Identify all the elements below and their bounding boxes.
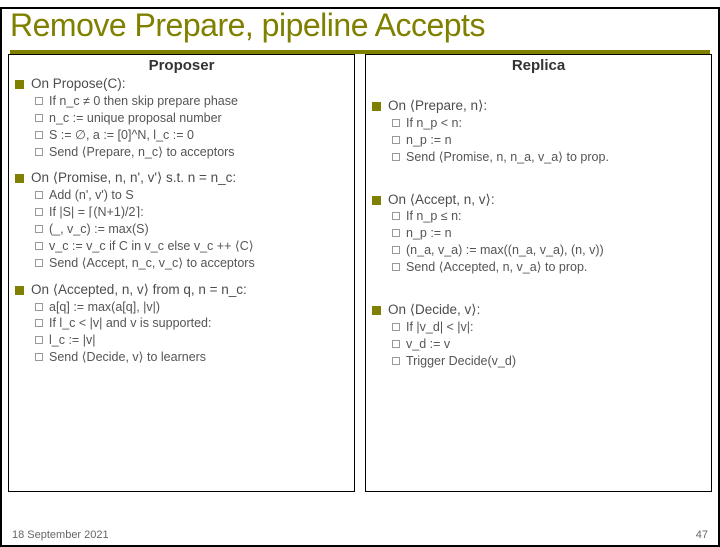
- footer-date: 18 September 2021: [12, 529, 109, 541]
- footer: 18 September 2021 47: [12, 529, 708, 541]
- footer-page: 47: [696, 529, 708, 541]
